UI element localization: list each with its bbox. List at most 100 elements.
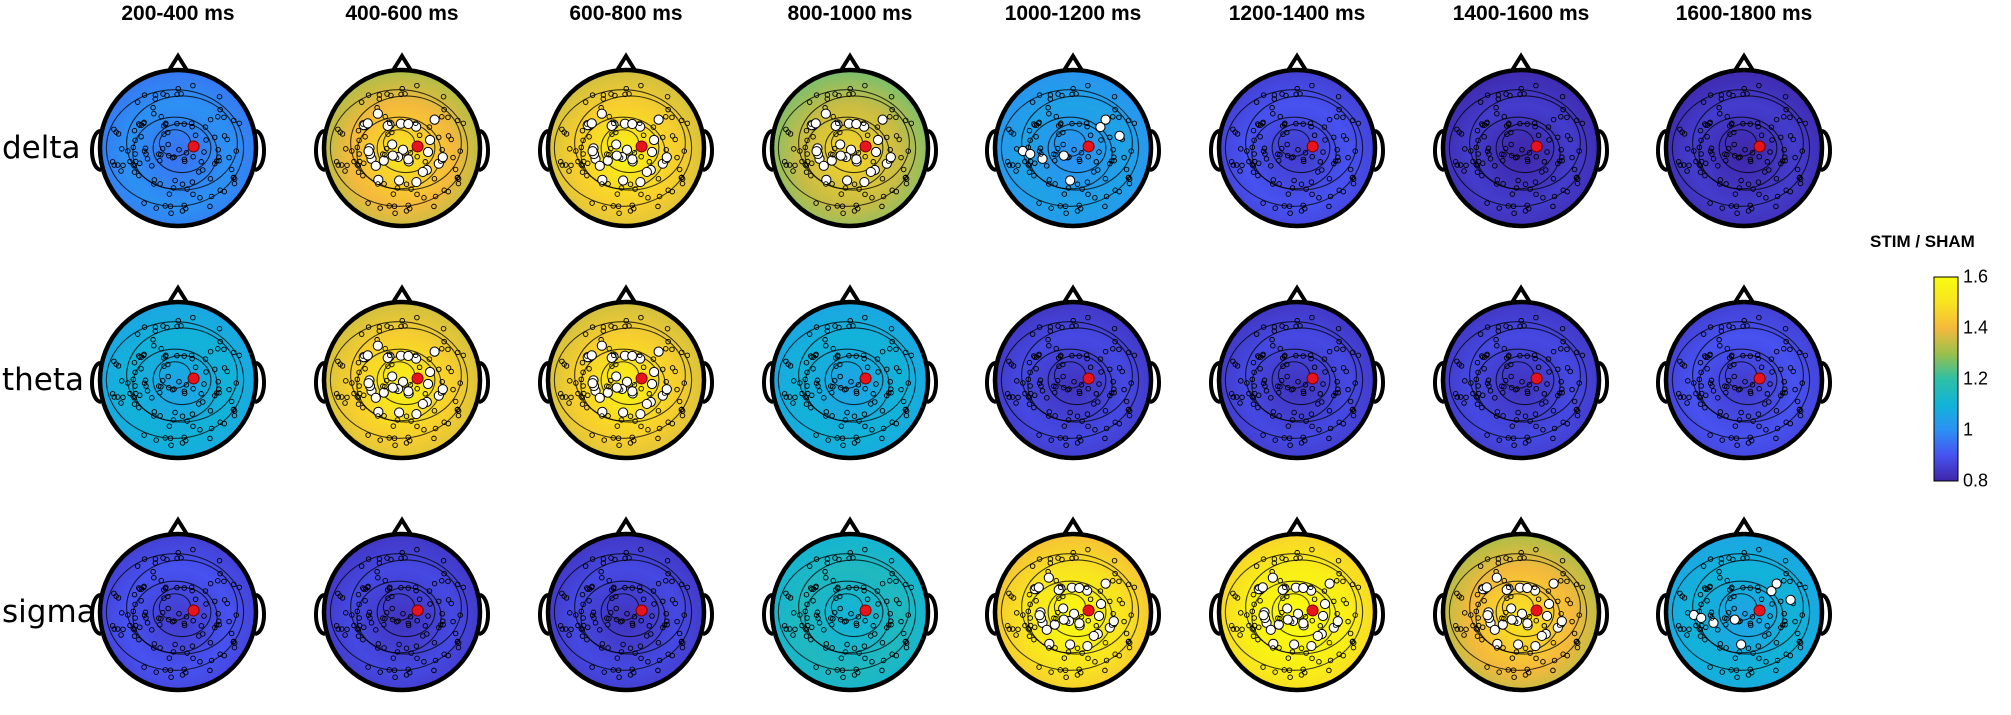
- electrode: [1733, 435, 1740, 442]
- electrode: [1020, 380, 1026, 386]
- electrode: [584, 160, 591, 167]
- significant-electrode: [621, 144, 633, 155]
- electrode: [439, 611, 445, 617]
- electrode: [1507, 324, 1513, 331]
- electrode: [813, 612, 820, 618]
- electrode: [215, 578, 221, 584]
- electrode: [1006, 394, 1013, 400]
- electrode: [414, 153, 420, 160]
- electrode: [1531, 120, 1538, 126]
- electrode: [398, 555, 404, 562]
- electrode: [799, 622, 805, 629]
- electrode: [138, 366, 144, 372]
- electrode: [1533, 314, 1539, 321]
- electrode: [1723, 413, 1729, 419]
- electrode: [1526, 614, 1533, 620]
- electrode: [1747, 622, 1754, 629]
- electrode: [1740, 352, 1746, 359]
- significant-electrode: [1491, 572, 1502, 583]
- electrode: [142, 377, 149, 384]
- electrode: [454, 638, 461, 645]
- electrode: [607, 609, 614, 616]
- electrode: [1756, 546, 1762, 553]
- electrode: [166, 152, 172, 159]
- electrode: [1544, 149, 1550, 155]
- electrode: [579, 591, 586, 598]
- electrode: [196, 401, 202, 407]
- electrode: [1762, 633, 1768, 639]
- electrode: [851, 645, 858, 651]
- electrode: [1707, 584, 1713, 591]
- electrode: [168, 442, 174, 448]
- electrode: [1238, 610, 1244, 616]
- electrode: [1269, 336, 1275, 343]
- electrode: [1233, 626, 1240, 632]
- electrode: [118, 168, 124, 174]
- electrode: [179, 645, 186, 651]
- electrode: [120, 394, 126, 401]
- electrode: [638, 82, 644, 89]
- significant-electrode: [627, 386, 638, 397]
- electrode: [1738, 177, 1744, 184]
- electrode: [1501, 345, 1507, 352]
- electrode: [1096, 381, 1102, 387]
- electrode: [335, 626, 342, 632]
- electrode: [600, 92, 607, 98]
- electrode: [1533, 153, 1539, 160]
- electrode: [1276, 645, 1282, 651]
- electrode: [1716, 568, 1722, 575]
- electrode: [586, 134, 592, 140]
- colorbar-tick-label: 1.6: [1963, 266, 1989, 287]
- electrode: [1486, 151, 1492, 157]
- electrode: [1685, 610, 1691, 616]
- electrode: [1302, 614, 1309, 620]
- electrode: [1698, 369, 1704, 376]
- electrode: [1725, 145, 1732, 152]
- significant-electrode: [382, 352, 393, 363]
- electrode: [111, 394, 118, 400]
- electrode: [1686, 394, 1692, 401]
- electrode: [1302, 150, 1309, 156]
- electrode: [1250, 591, 1257, 598]
- electrode: [1027, 137, 1033, 144]
- electrode: [1504, 595, 1510, 601]
- stim-electrode-marker: [1306, 604, 1319, 617]
- electrode: [1773, 203, 1779, 210]
- electrode: [354, 608, 361, 615]
- electrode: [1053, 152, 1059, 158]
- electrode: [1335, 557, 1342, 564]
- electrode: [575, 622, 581, 629]
- electrode: [158, 345, 164, 352]
- electrode: [426, 356, 433, 362]
- electrode: [221, 597, 228, 603]
- electrode: [589, 432, 595, 438]
- electrode: [1255, 404, 1261, 411]
- electrode: [1270, 645, 1276, 651]
- electrode: [1263, 156, 1270, 162]
- electrode: [1311, 132, 1318, 139]
- electrode: [134, 563, 141, 569]
- significant-electrode: [865, 166, 876, 178]
- electrode: [868, 401, 874, 407]
- electrode: [1697, 633, 1704, 639]
- electrode: [644, 633, 650, 639]
- electrode: [567, 610, 573, 616]
- electrode: [1745, 413, 1752, 419]
- electrode: [1734, 210, 1740, 216]
- electrode: [599, 641, 606, 647]
- electrode: [589, 556, 596, 562]
- electrode: [1774, 193, 1781, 200]
- electrode: [601, 205, 607, 211]
- electrode: [414, 423, 420, 430]
- electrode: [663, 114, 669, 120]
- electrode: [839, 203, 846, 210]
- electrode: [1076, 156, 1083, 163]
- electrode: [792, 626, 798, 633]
- electrode: [889, 338, 895, 345]
- electrode: [1309, 314, 1315, 321]
- electrode: [450, 154, 456, 161]
- electrode: [783, 126, 789, 133]
- electrode: [831, 145, 838, 152]
- electrode: [829, 645, 835, 651]
- topomap-theta-1: [314, 284, 490, 461]
